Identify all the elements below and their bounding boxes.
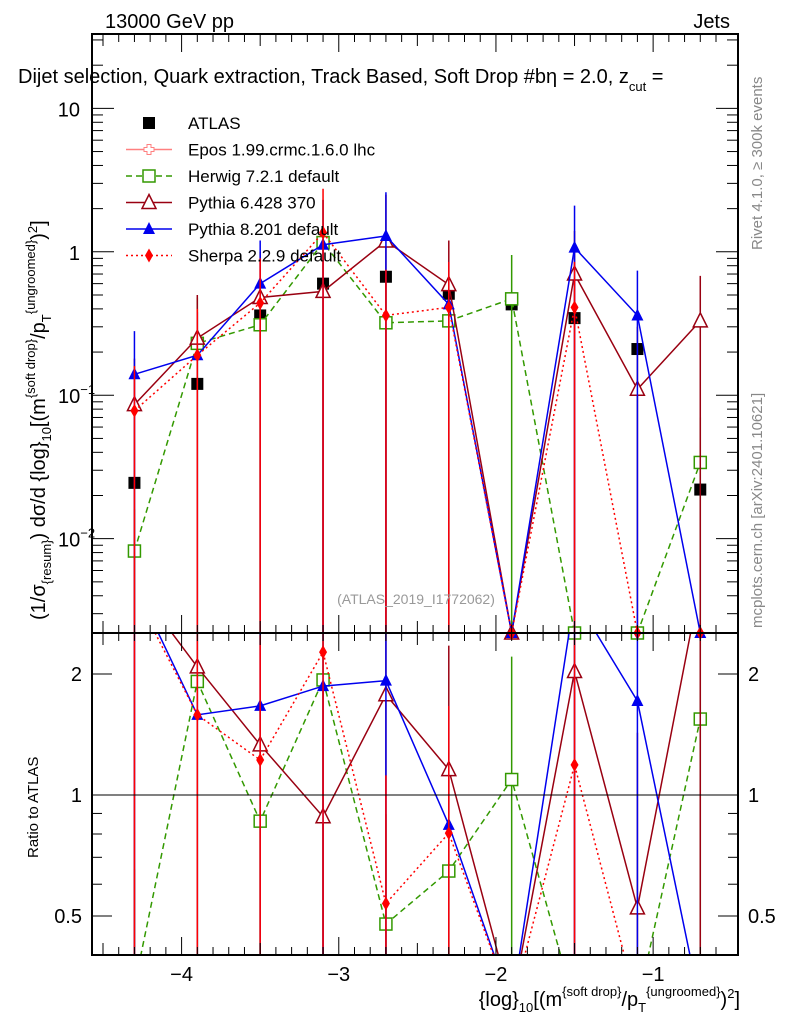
ratio-tick-label-right: 1 [748,785,759,807]
chart-title: Dijet selection, Quark extraction, Track… [18,66,663,94]
y-tick-label: 10−2 [58,526,95,552]
legend-item-epos: Epos 1.99.crmc.1.6.0 lhc [126,141,376,160]
ratio-frame [91,632,739,956]
ratio-point [193,707,202,722]
legend-marker [142,169,156,183]
data-point [568,240,581,253]
ratio-tick-label-left: 2 [71,664,82,686]
watermark: (ATLAS_2019_I1772062) [337,591,495,607]
series-line [133,240,701,634]
ratio-point [570,757,579,772]
header-right: Jets [693,11,730,33]
data-point [256,295,265,310]
legend-item-sherpa: Sherpa 2.2.9 default [126,247,341,266]
legend-label: ATLAS [188,114,241,133]
ratio-point [319,645,328,660]
ratio-line [140,677,702,955]
legend-marker [143,117,155,129]
ratio-tick-label-left: 0.5 [54,906,82,928]
x-tick-label: −1 [642,964,665,986]
data-point [444,300,453,315]
ratio-series-pythia6 [133,633,702,955]
y-tick-label: 1 [69,243,80,265]
data-point [692,311,709,328]
ratio-line [170,633,692,955]
legend-marker [140,192,158,210]
data-point [504,292,519,306]
ratio-tick-label-right: 2 [748,664,759,686]
series-sherpa [130,188,705,640]
ratio-point [379,673,392,686]
legend-label: Pythia 8.201 default [188,220,339,239]
legend: ATLAS Epos 1.99.crmc.1.6.0 lhc Herwig 7.2.… [126,114,376,266]
ratio-series-sherpa [133,633,626,955]
ratio-point [504,772,519,787]
legend-label: Sherpa 2.2.9 default [188,247,341,266]
ratio-series-pythia8 [133,633,691,955]
x-tick-label: −3 [327,964,350,986]
y-tick-label: 10 [58,99,80,121]
ratio-tick-label-right: 0.5 [748,906,776,928]
legend-marker [143,222,155,234]
rivet-label: Rivet 4.1.0, ≥ 300k events [749,77,766,250]
ratio-tick-label-left: 1 [71,785,82,807]
x-tick-label: −2 [485,964,508,986]
legend-item-atlas: ATLAS [143,114,241,133]
header-left: 13000 GeV pp [105,11,234,33]
legend-label: Pythia 6.428 370 [188,194,316,213]
legend-label: Herwig 7.2.1 default [188,167,339,186]
data-point [193,348,202,363]
x-tick-label: −4 [170,964,193,986]
series-line [134,235,702,634]
data-point [631,308,644,321]
ratio-series-herwig [133,633,708,955]
series-line [133,241,701,634]
ratio-point [631,693,644,706]
ratio-point [444,826,453,841]
data-point [570,300,579,315]
data-point [381,308,390,323]
mcplots-label: mcplots.cern.ch [arXiv:2401.10621] [749,393,766,628]
data-point [319,225,328,240]
legend-label: Epos 1.99.crmc.1.6.0 lhc [188,141,376,160]
ratio-point [381,896,390,911]
x-axis-label: {log}10[(m{soft drop}/pT{ungroomed})2] [479,984,740,1015]
legend-item-pythia8: Pythia 8.201 default [126,220,339,239]
series-line [133,231,701,634]
y-tick-label: 10−1 [58,382,95,408]
y-axis-label: (1/σ{resum}) dσ/d {log}10[(m{soft drop}/… [23,220,54,620]
data-point [130,403,139,418]
legend-item-pythia6: Pythia 6.428 370 [126,192,316,213]
ratio-point [256,753,265,768]
data-point [379,228,392,241]
ratio-line [157,633,691,955]
series-atlas [128,270,707,496]
ratio-line [154,633,626,955]
legend-item-herwig: Herwig 7.2.1 default [126,167,339,186]
legend-marker [143,144,155,155]
legend-marker [145,248,153,263]
series-herwig [127,199,708,640]
ratio-y-axis-label: Ratio to ATLAS [25,757,42,858]
